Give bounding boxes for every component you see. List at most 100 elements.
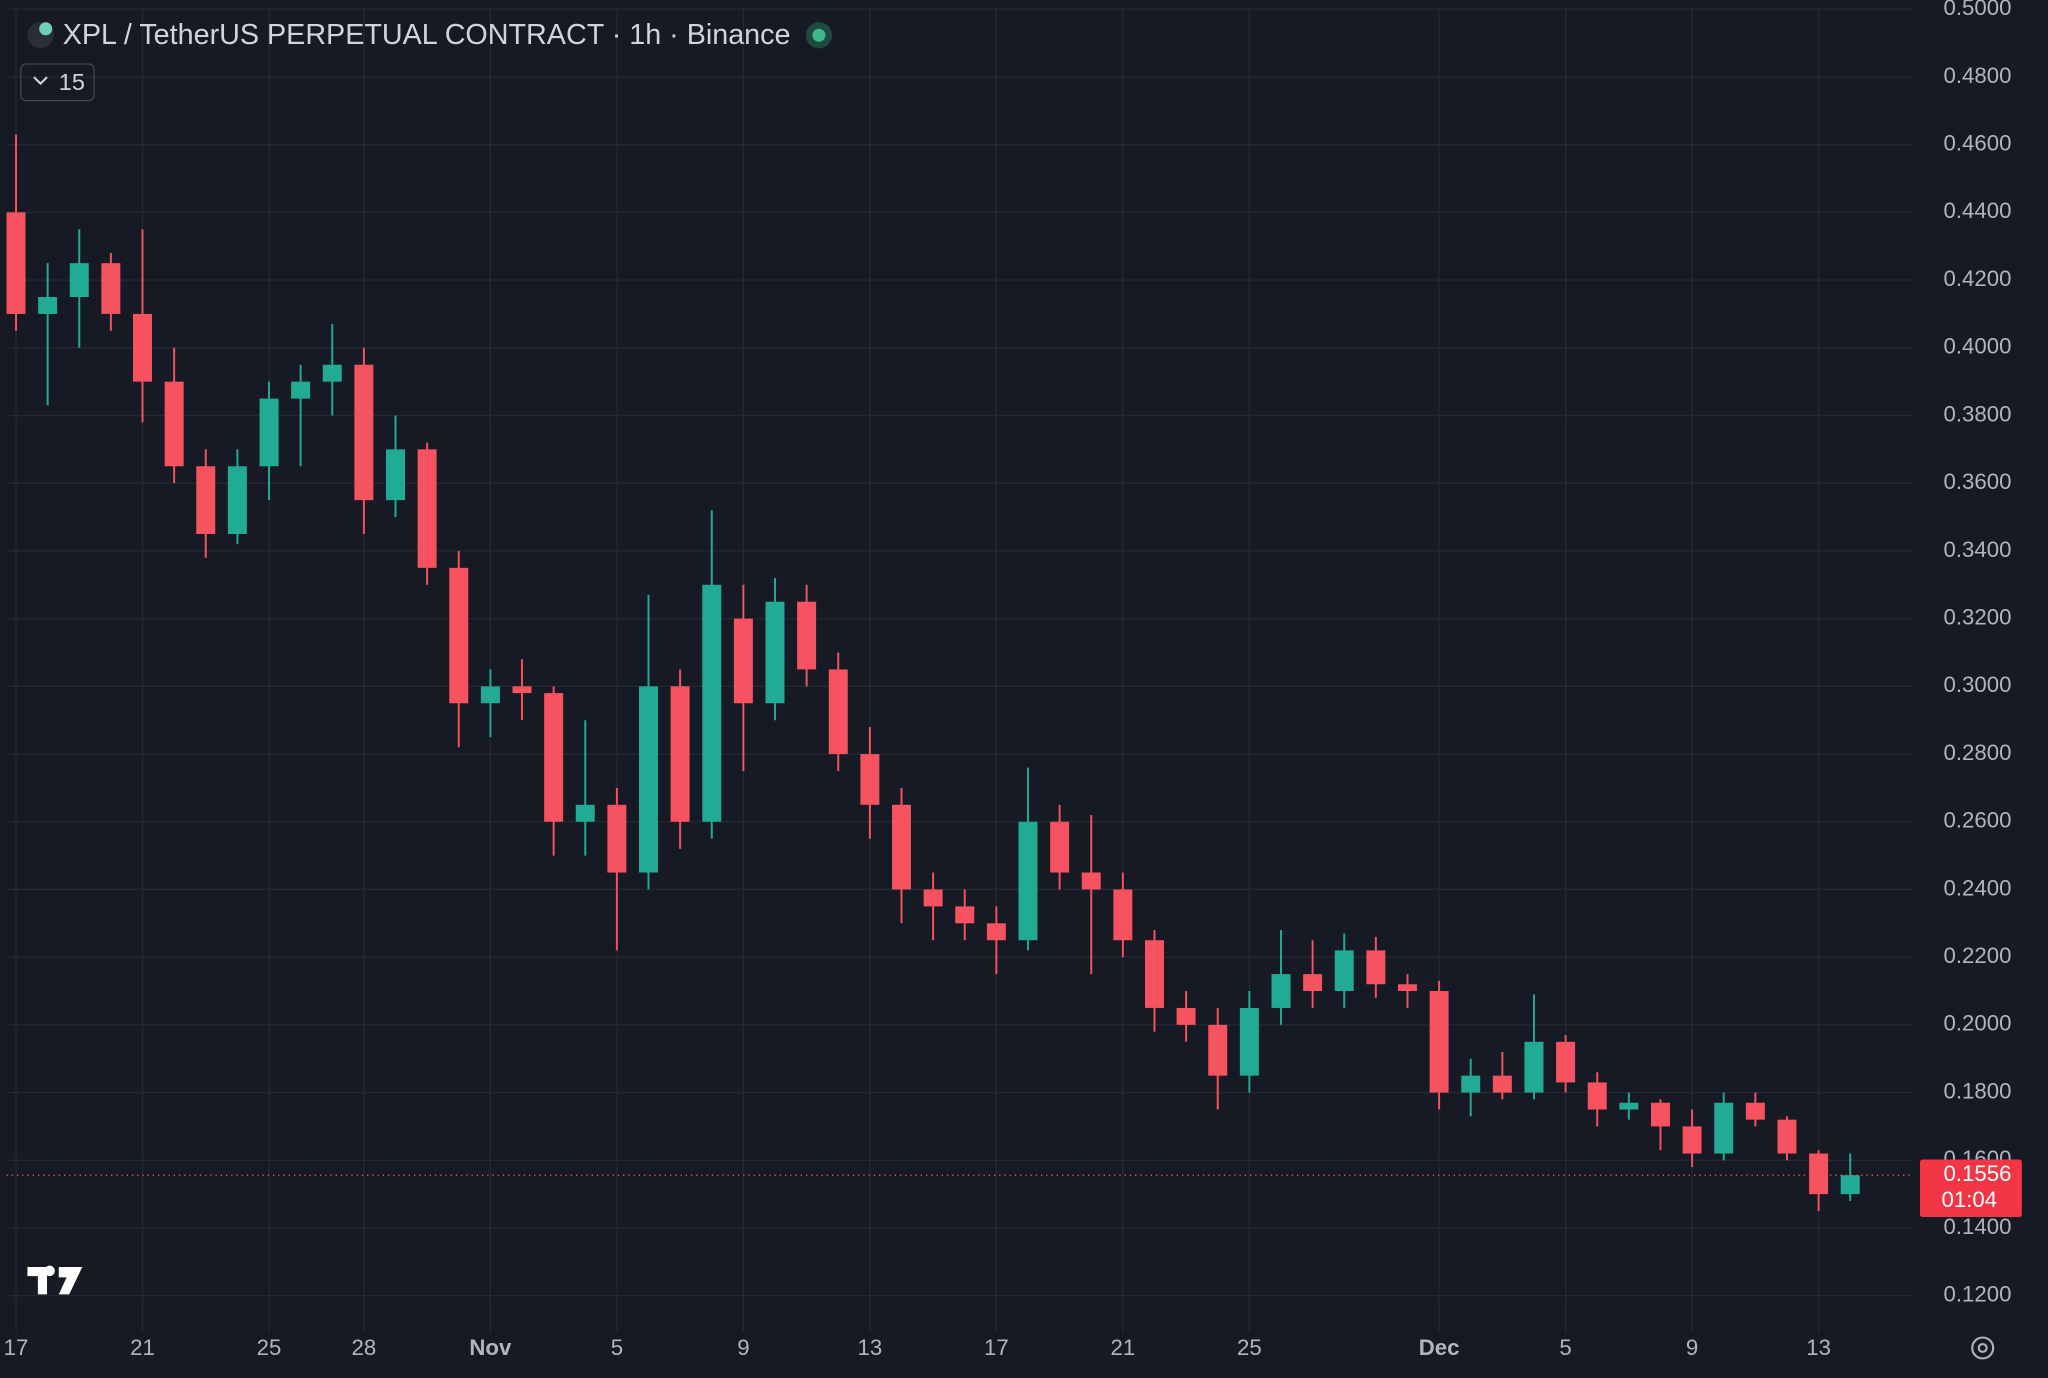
candle-body xyxy=(1303,974,1323,992)
y-tick-label: 0.2400 xyxy=(1944,875,2012,900)
x-tick-label: 17 xyxy=(984,1335,1009,1360)
gear-center xyxy=(1977,1342,1988,1353)
x-tick-label: 17 xyxy=(4,1335,29,1360)
y-tick-label: 0.4200 xyxy=(1944,266,2012,291)
x-tick-label: Nov xyxy=(469,1335,512,1360)
candle-body xyxy=(923,889,943,907)
x-tick-label: 21 xyxy=(1111,1335,1136,1360)
y-tick-label: 0.3000 xyxy=(1944,672,2012,697)
candle-body xyxy=(1524,1041,1544,1093)
y-tick-label: 0.2800 xyxy=(1944,740,2012,765)
candle-body xyxy=(607,804,627,873)
indicator-box[interactable] xyxy=(20,63,95,102)
y-tick-label: 0.4600 xyxy=(1944,131,2012,156)
candle-body xyxy=(828,669,848,755)
candle-body xyxy=(1809,1153,1829,1195)
candle-body xyxy=(38,297,58,314)
candle-body xyxy=(1113,889,1133,941)
candle-body xyxy=(1461,1075,1481,1093)
candle-body xyxy=(544,693,564,822)
candle-body xyxy=(322,364,342,382)
y-tick-label: 0.3600 xyxy=(1944,469,2012,494)
candle-body xyxy=(575,804,595,822)
y-tick-label: 0.5000 xyxy=(1944,0,2012,20)
countdown: 01:04 xyxy=(1942,1187,1998,1212)
candle-body xyxy=(702,584,722,822)
candle-body xyxy=(1777,1119,1797,1154)
candle-body xyxy=(1334,950,1354,992)
y-tick-label: 0.2000 xyxy=(1944,1011,2012,1036)
y-tick-label: 0.1400 xyxy=(1944,1214,2012,1239)
candle-body xyxy=(449,567,469,704)
x-tick-label: 21 xyxy=(130,1335,155,1360)
y-tick-label: 0.1200 xyxy=(1944,1282,2012,1307)
candle-body xyxy=(512,686,532,694)
tv-logo[interactable] xyxy=(27,1265,83,1295)
candle-body xyxy=(1145,940,1164,1008)
settings-icon[interactable] xyxy=(1971,1336,1995,1360)
x-tick-label: 28 xyxy=(352,1335,377,1360)
x-tick-label: 9 xyxy=(737,1335,749,1360)
candle-body xyxy=(164,381,184,467)
y-tick-label: 0.4000 xyxy=(1944,334,2012,359)
candle-body xyxy=(733,618,753,704)
candle-body xyxy=(1619,1102,1639,1110)
y-tick-label: 0.4800 xyxy=(1944,63,2012,88)
gear-ring xyxy=(1971,1336,1995,1360)
candle-body xyxy=(291,381,311,399)
candle-body xyxy=(354,364,374,501)
candle-body xyxy=(1840,1175,1860,1195)
candle-body xyxy=(1239,1007,1259,1076)
candle-body xyxy=(6,212,26,314)
candle-body xyxy=(480,686,500,704)
x-tick-label: 25 xyxy=(257,1335,282,1360)
x-tick-label: 9 xyxy=(1686,1335,1698,1360)
y-tick-label: 0.2200 xyxy=(1944,943,2012,968)
x-tick-label: Dec xyxy=(1419,1335,1460,1360)
candle-body xyxy=(1556,1041,1576,1083)
candles xyxy=(6,134,1860,1212)
y-tick-label: 0.2600 xyxy=(1944,808,2012,833)
candle-body xyxy=(1492,1075,1512,1093)
x-tick-label: 25 xyxy=(1237,1335,1262,1360)
y-tick-label: 0.3400 xyxy=(1944,537,2012,562)
candle-body xyxy=(955,906,975,924)
price-label: 0.1556 xyxy=(1944,1161,2012,1186)
x-tick-label: 13 xyxy=(858,1335,883,1360)
candle-body xyxy=(670,686,690,822)
candle-body xyxy=(1587,1082,1607,1110)
candle-body xyxy=(259,398,279,467)
chevron xyxy=(33,76,48,86)
y-tick-label: 0.1800 xyxy=(1944,1078,2012,1103)
candle-body xyxy=(1397,984,1417,992)
grid: 0.12000.14000.16000.18000.20000.22000.24… xyxy=(4,0,2012,1360)
candle-body xyxy=(1050,821,1070,873)
y-tick-label: 0.4400 xyxy=(1944,198,2012,223)
chart-title: XPL / TetherUS PERPETUAL CONTRACT · 1h ·… xyxy=(63,19,791,51)
candle-body xyxy=(1682,1126,1702,1154)
x-tick-label: 5 xyxy=(1559,1335,1571,1360)
tv-logo-shape xyxy=(27,1265,83,1295)
candle-body xyxy=(860,754,880,805)
x-tick-label: 13 xyxy=(1806,1335,1831,1360)
candle-body xyxy=(1081,872,1101,890)
symbol-logo-accent xyxy=(39,22,53,36)
candle-body xyxy=(386,449,405,501)
candle-body xyxy=(1429,991,1449,1093)
candle-body xyxy=(1650,1102,1670,1127)
candle-body xyxy=(101,263,121,314)
candle-body xyxy=(1366,950,1386,985)
candle-body xyxy=(1018,821,1038,941)
y-tick-label: 0.3200 xyxy=(1944,604,2012,629)
candle-body xyxy=(1714,1102,1734,1154)
indicator-value: 15 xyxy=(59,69,85,95)
candle-body xyxy=(1271,974,1291,1008)
candle-body xyxy=(986,923,1006,941)
candle-body xyxy=(417,449,437,568)
candle-body xyxy=(196,466,216,534)
candle-body xyxy=(133,313,153,382)
candle-body xyxy=(1208,1024,1228,1076)
